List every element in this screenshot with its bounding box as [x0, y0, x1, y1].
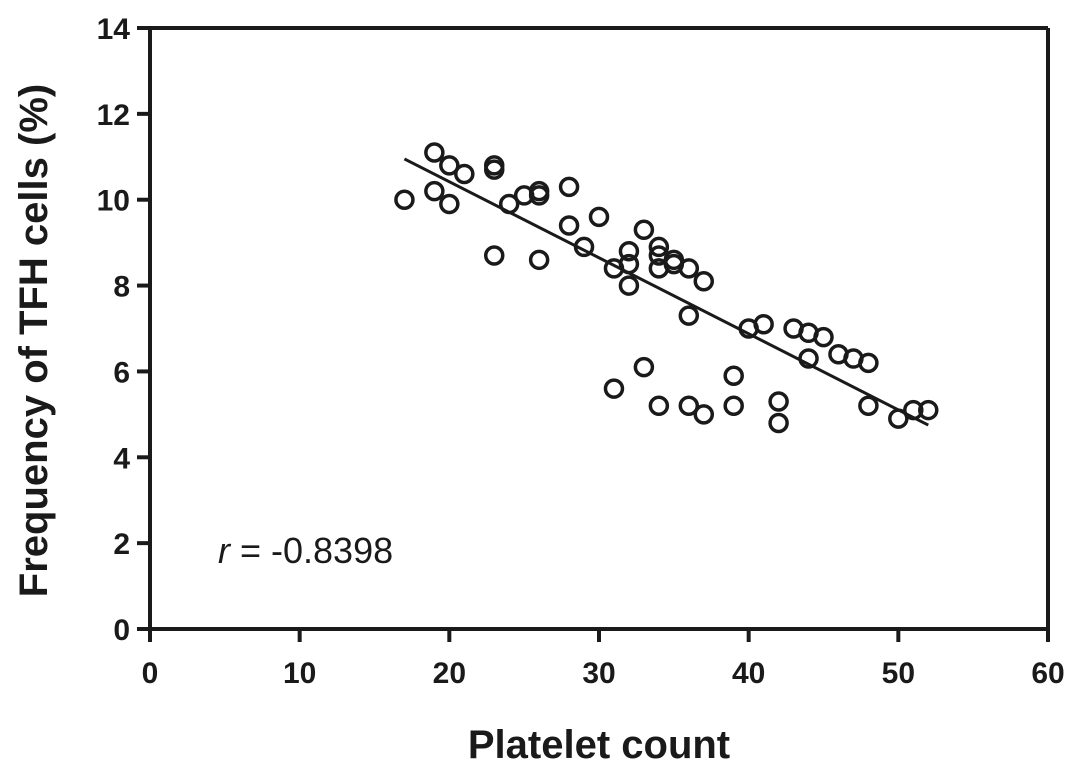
data-point — [768, 412, 789, 434]
data-point — [678, 258, 700, 279]
data-point — [813, 326, 834, 348]
y-tick-label: 0 — [113, 614, 130, 647]
data-point — [454, 163, 475, 185]
x-axis-title: Platelet count — [468, 723, 730, 767]
data-point — [693, 271, 715, 292]
data-point — [768, 391, 789, 412]
y-tick-label: 10 — [97, 185, 130, 218]
data-points — [394, 142, 939, 434]
data-point — [723, 395, 744, 417]
data-point — [633, 219, 655, 241]
y-tick-label: 4 — [113, 442, 130, 475]
x-ticks: 0 10 20 30 40 50 60 — [142, 629, 1065, 690]
data-point — [528, 249, 550, 271]
data-point — [394, 189, 415, 210]
x-tick-label: 0 — [142, 657, 159, 690]
data-point — [648, 395, 670, 417]
data-point — [483, 245, 505, 266]
correlation-value: = -0.8398 — [230, 530, 393, 571]
correlation-annotation: r = -0.8398 — [218, 530, 393, 571]
data-point — [528, 185, 550, 206]
y-tick-label: 6 — [113, 356, 130, 389]
y-tick-label: 14 — [97, 13, 131, 46]
data-point — [618, 240, 640, 262]
y-tick-label: 12 — [97, 99, 130, 132]
data-point — [858, 395, 879, 417]
data-point — [424, 142, 445, 163]
data-point — [858, 352, 879, 374]
data-point — [633, 356, 655, 378]
data-point — [918, 399, 939, 421]
data-point — [603, 378, 625, 399]
x-tick-label: 10 — [283, 657, 316, 690]
x-tick-label: 40 — [732, 657, 765, 690]
data-point — [558, 176, 580, 198]
data-point — [439, 155, 460, 176]
data-point — [483, 159, 505, 180]
data-point — [588, 206, 610, 228]
data-point — [753, 313, 774, 335]
data-point — [424, 180, 445, 202]
data-point — [648, 236, 670, 258]
data-point — [618, 275, 640, 296]
x-tick-label: 20 — [433, 657, 466, 690]
y-axis-title: Frequency of TFH cells (%) — [12, 84, 56, 597]
x-tick-label: 60 — [1031, 657, 1064, 690]
data-point — [693, 404, 715, 425]
y-tick-label: 8 — [113, 271, 130, 304]
data-point — [439, 193, 460, 215]
y-tick-label: 2 — [113, 528, 130, 561]
data-point — [558, 215, 580, 236]
y-ticks: 0 2 4 6 8 10 12 14 — [97, 13, 150, 647]
correlation-symbol: r — [218, 530, 232, 571]
x-tick-label: 30 — [582, 657, 615, 690]
data-point — [678, 395, 700, 417]
data-point — [723, 365, 744, 386]
regression-line — [403, 157, 929, 427]
data-point — [678, 305, 700, 326]
x-tick-label: 50 — [882, 657, 915, 690]
